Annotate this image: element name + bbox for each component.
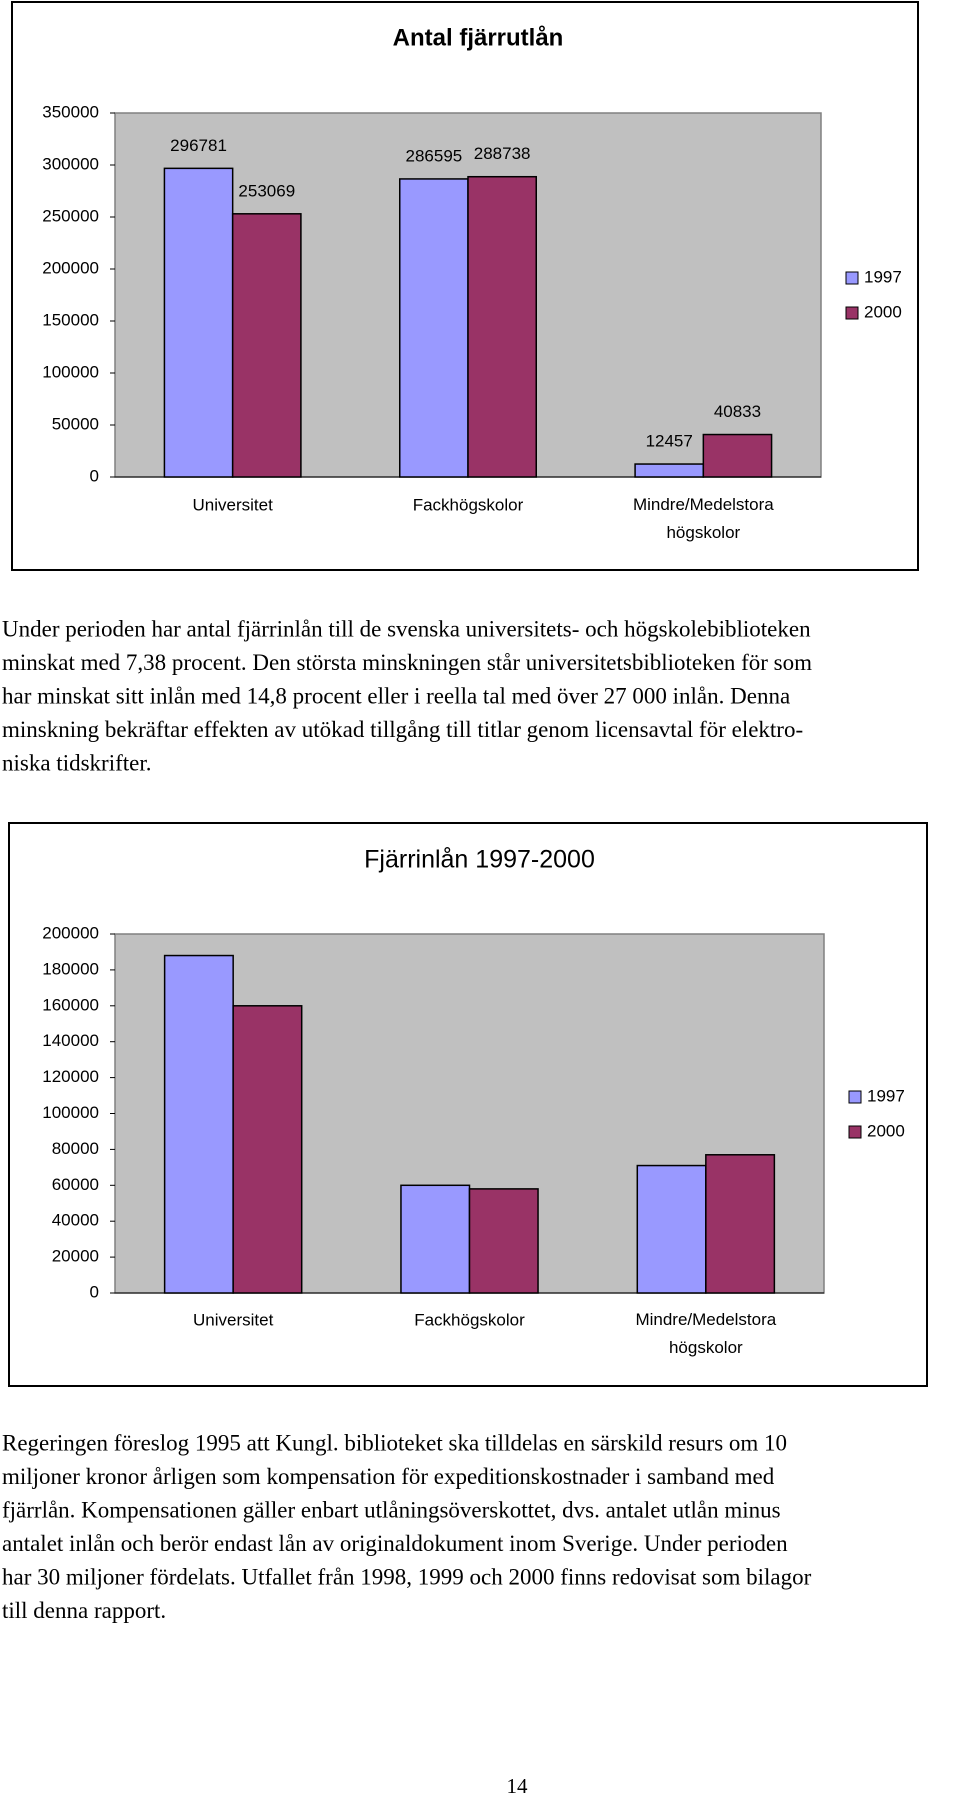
legend-label: 2000 [867, 1121, 905, 1140]
y-tick-label: 200000 [42, 923, 99, 942]
data-label: 253069 [238, 181, 295, 200]
y-tick-label: 20000 [52, 1247, 99, 1266]
y-tick-label: 40000 [52, 1211, 99, 1230]
bar [163, 954, 234, 1294]
bar [634, 463, 705, 478]
y-tick-label: 0 [90, 1282, 99, 1301]
legend-swatch [848, 1125, 862, 1139]
paragraph-line: fjärrlån. Kompensationen gäller enbart u… [2, 1497, 781, 1522]
bar [231, 213, 302, 478]
y-tick-label: 200000 [42, 258, 99, 277]
page-number: 14 [507, 1774, 529, 1798]
y-tick-label: 0 [90, 466, 99, 485]
data-label: 12457 [646, 432, 693, 451]
data-label: 296781 [170, 136, 227, 155]
data-label: 40833 [714, 402, 761, 421]
x-tick-label: Fackhögskolor [414, 1310, 525, 1329]
x-tick-label: Universitet [193, 1310, 274, 1329]
bar [636, 1164, 707, 1294]
y-tick-label: 150000 [42, 310, 99, 329]
bar [163, 167, 234, 478]
paragraph-line: miljoner kronor årligen som kompensation… [2, 1464, 775, 1489]
y-tick-label: 120000 [42, 1067, 99, 1086]
y-tick-label: 60000 [52, 1175, 99, 1194]
y-tick-label: 100000 [42, 362, 99, 381]
x-tick-label: Fackhögskolor [413, 495, 524, 514]
y-tick-label: 300000 [42, 154, 99, 173]
y-tick-label: 160000 [42, 995, 99, 1014]
legend-label: 1997 [867, 1086, 905, 1105]
bar [467, 175, 537, 478]
paragraph-line: till denna rapport. [2, 1598, 166, 1623]
legend-label: 1997 [864, 267, 902, 286]
y-tick-label: 250000 [42, 206, 99, 225]
paragraph-line: Under perioden har antal fjärrinlån till… [2, 616, 811, 641]
data-label: 288738 [474, 144, 531, 163]
y-tick-label: 50000 [52, 414, 99, 433]
bar [468, 1188, 539, 1294]
y-tick-label: 180000 [42, 959, 99, 978]
legend-label: 2000 [864, 302, 902, 321]
y-tick-label: 140000 [42, 1031, 99, 1050]
paragraph-line: Regeringen föreslog 1995 att Kungl. bibl… [2, 1430, 787, 1455]
y-tick-label: 80000 [52, 1139, 99, 1158]
paragraph-line: niska tidskrifter. [2, 750, 151, 775]
paragraph-line: antalet inlån och berör endast lån av or… [2, 1531, 788, 1556]
chart-title: Antal fjärrutlån [393, 24, 564, 51]
bar [400, 1184, 471, 1294]
bar [399, 178, 469, 478]
x-tick-label: Mindre/Medelstora högskolor [635, 1310, 776, 1357]
paragraph-line: minskat med 7,38 procent. Den största mi… [2, 650, 812, 675]
y-tick-label: 100000 [42, 1103, 99, 1122]
bar [705, 1154, 776, 1294]
y-tick-label: 350000 [42, 102, 99, 121]
data-label: 286595 [406, 146, 463, 165]
chart-title: Fjärrinlån 1997-2000 [364, 846, 595, 874]
bar [232, 1005, 303, 1294]
legend-swatch [848, 1090, 862, 1104]
paragraph-line: minskning bekräftar effekten av utökad t… [2, 717, 803, 742]
paragraph-line: har 30 miljoner fördelats. Utfallet från… [2, 1564, 812, 1589]
x-tick-label: Mindre/Medelstora högskolor [633, 495, 774, 542]
x-tick-label: Universitet [193, 495, 274, 514]
bar [702, 433, 773, 478]
legend-swatch [845, 306, 859, 320]
paragraph-line: har minskat sitt inlån med 14,8 procent … [2, 683, 790, 708]
legend-swatch [845, 271, 859, 285]
